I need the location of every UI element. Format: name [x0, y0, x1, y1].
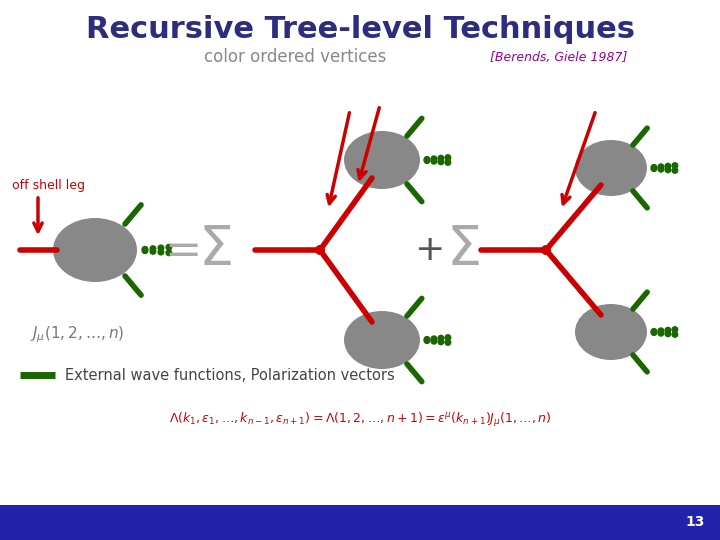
Circle shape [438, 154, 444, 161]
Circle shape [141, 246, 148, 253]
Circle shape [665, 166, 672, 173]
Circle shape [423, 156, 431, 163]
Circle shape [141, 247, 148, 254]
Circle shape [438, 339, 444, 346]
Circle shape [671, 162, 678, 169]
Circle shape [671, 167, 678, 174]
Circle shape [423, 337, 431, 344]
Circle shape [665, 330, 672, 338]
Circle shape [650, 329, 657, 336]
Ellipse shape [344, 131, 420, 189]
Circle shape [444, 334, 451, 341]
Circle shape [431, 156, 438, 163]
Text: Recursive Tree-level Techniques: Recursive Tree-level Techniques [86, 16, 634, 44]
Text: off shell leg: off shell leg [12, 179, 85, 192]
Circle shape [541, 245, 551, 255]
Ellipse shape [575, 304, 647, 360]
Circle shape [650, 164, 657, 171]
Circle shape [158, 248, 164, 255]
Circle shape [444, 339, 451, 346]
Text: 13: 13 [685, 516, 705, 530]
Circle shape [431, 335, 438, 342]
Circle shape [150, 245, 156, 252]
Circle shape [431, 158, 438, 165]
Circle shape [671, 326, 678, 333]
Circle shape [444, 154, 451, 161]
Circle shape [423, 336, 431, 343]
Circle shape [150, 248, 156, 255]
Text: $\Lambda(k_1, \varepsilon_1, \ldots, k_{n-1}, \varepsilon_{n+1}) = \Lambda(1, 2,: $\Lambda(k_1, \varepsilon_1, \ldots, k_{… [168, 411, 552, 429]
Circle shape [657, 166, 665, 173]
Ellipse shape [344, 311, 420, 369]
Text: [Berends, Giele 1987]: [Berends, Giele 1987] [490, 51, 627, 64]
Text: $=$: $=$ [156, 228, 199, 272]
Circle shape [650, 328, 657, 335]
Circle shape [423, 157, 431, 164]
Bar [0, 505, 720, 540]
Circle shape [166, 244, 172, 251]
Circle shape [438, 158, 444, 165]
Circle shape [438, 335, 444, 342]
Circle shape [671, 331, 678, 338]
Circle shape [657, 327, 665, 334]
Circle shape [158, 245, 164, 252]
Text: color ordered vertices: color ordered vertices [204, 48, 386, 66]
Circle shape [315, 245, 325, 255]
Circle shape [657, 163, 665, 170]
Ellipse shape [575, 140, 647, 196]
Circle shape [665, 327, 672, 334]
Text: $+$: $+$ [414, 233, 442, 267]
Text: $J_{\mu}(1, 2, \ldots, n)$: $J_{\mu}(1, 2, \ldots, n)$ [30, 325, 125, 345]
Circle shape [657, 330, 665, 337]
Circle shape [650, 165, 657, 172]
Circle shape [431, 338, 438, 345]
Circle shape [444, 159, 451, 166]
Circle shape [665, 163, 672, 170]
Text: $\Sigma$: $\Sigma$ [198, 223, 232, 277]
Text: External wave functions, Polarization vectors: External wave functions, Polarization ve… [65, 368, 395, 382]
Ellipse shape [53, 218, 137, 282]
Text: $\Sigma$: $\Sigma$ [446, 223, 480, 277]
Circle shape [166, 249, 172, 256]
